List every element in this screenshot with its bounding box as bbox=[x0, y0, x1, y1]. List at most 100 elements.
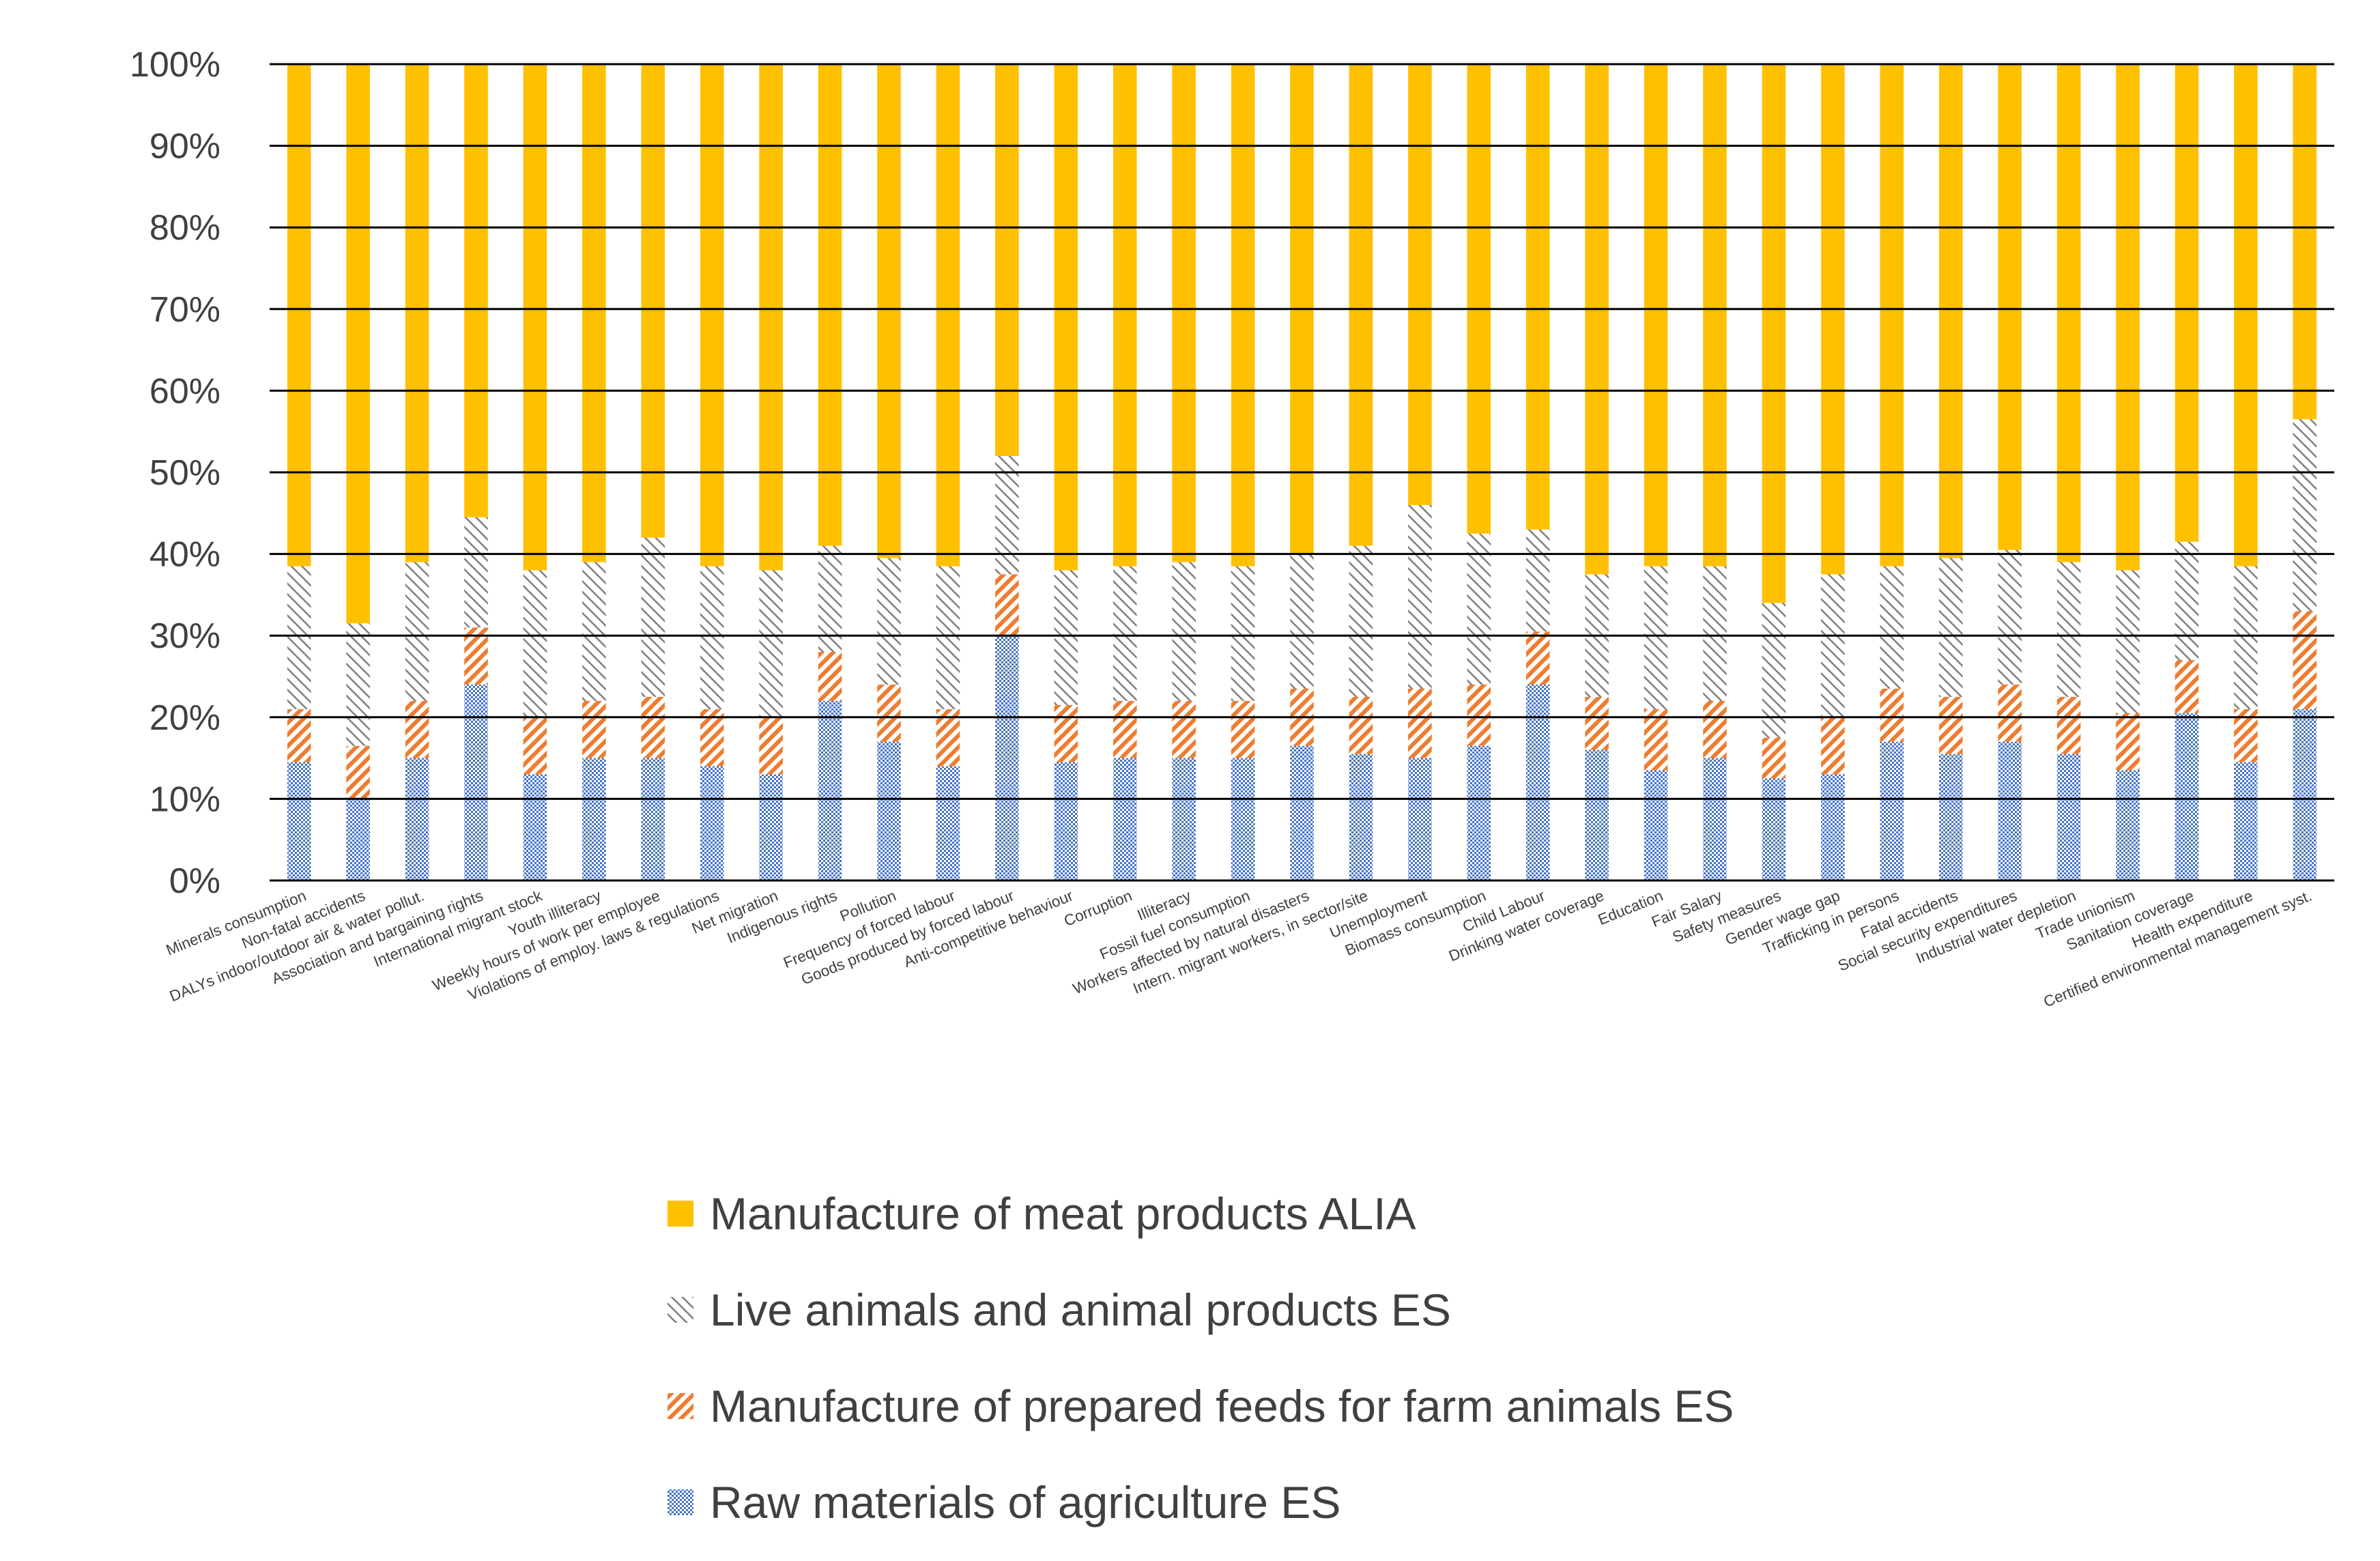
bar-segment-s1-c16 bbox=[1231, 700, 1255, 758]
y-tick-label: 100% bbox=[130, 45, 220, 85]
bar-segment-s1-c24 bbox=[1703, 700, 1727, 758]
bar-segment-s2-c23 bbox=[1644, 566, 1668, 709]
legend-label: Manufacture of prepared feeds for farm a… bbox=[710, 1381, 1734, 1431]
bar-segment-s3-c29 bbox=[1998, 64, 2022, 550]
bar-segment-s1-c3 bbox=[464, 627, 488, 685]
bar-segment-s2-c14 bbox=[1113, 566, 1137, 701]
y-axis: 0% 10% 20% 30% 40% 50% 60% 70% 80% 90% 100% bbox=[130, 45, 220, 901]
legend-swatch bbox=[668, 1297, 693, 1323]
bar-segment-s0-c5 bbox=[582, 758, 606, 880]
bar-segment-s2-c7 bbox=[700, 566, 724, 709]
bar-segment-s0-c8 bbox=[759, 774, 783, 880]
bar-segment-s0-c23 bbox=[1644, 770, 1668, 880]
bar-segment-s0-c11 bbox=[936, 766, 960, 880]
y-tick-label: 90% bbox=[149, 127, 220, 167]
bar-segment-s0-c28 bbox=[1938, 754, 1963, 880]
y-tick-label: 50% bbox=[149, 453, 220, 493]
bar-segment-s2-c6 bbox=[641, 537, 665, 697]
bar-segment-s3-c32 bbox=[2175, 64, 2199, 542]
bar-segment-s2-c3 bbox=[464, 517, 488, 628]
bar-segment-s3-c7 bbox=[700, 64, 724, 567]
bar-segment-s0-c27 bbox=[1880, 741, 1904, 880]
legend-label: Manufacture of meat products ALIA bbox=[710, 1188, 1416, 1239]
bar-segment-s0-c18 bbox=[1349, 754, 1373, 880]
bar-segment-s0-c9 bbox=[818, 700, 842, 880]
bar-segment-s3-c19 bbox=[1408, 64, 1432, 505]
bar-segment-s2-c9 bbox=[818, 545, 842, 653]
bar-segment-s1-c18 bbox=[1349, 696, 1373, 754]
bar-segment-s2-c15 bbox=[1172, 562, 1196, 701]
bar-segment-s0-c6 bbox=[641, 758, 665, 880]
bar-segment-s1-c7 bbox=[700, 708, 724, 767]
bar-segment-s3-c26 bbox=[1821, 64, 1845, 575]
gridlines bbox=[270, 63, 2334, 882]
bar-segment-s3-c3 bbox=[464, 64, 488, 517]
bar-segment-s3-c27 bbox=[1880, 64, 1904, 567]
bar-segment-s3-c9 bbox=[818, 64, 842, 546]
y-tick-label: 40% bbox=[149, 535, 220, 575]
bar-segment-s0-c15 bbox=[1172, 758, 1196, 880]
bar-segment-s2-c28 bbox=[1938, 558, 1963, 697]
legend-swatch bbox=[668, 1201, 693, 1227]
bar-segment-s1-c32 bbox=[2175, 660, 2199, 713]
bar-segment-s3-c8 bbox=[759, 64, 783, 571]
bar-segment-s2-c24 bbox=[1703, 566, 1727, 701]
bar-segment-s2-c0 bbox=[287, 566, 311, 709]
bar-segment-s2-c2 bbox=[405, 562, 429, 701]
bar-segment-s2-c31 bbox=[2116, 570, 2140, 713]
bar-segment-s3-c22 bbox=[1585, 64, 1609, 575]
bar-segment-s3-c20 bbox=[1467, 64, 1491, 534]
y-tick-label: 70% bbox=[149, 290, 220, 330]
bar-segment-s2-c17 bbox=[1290, 554, 1314, 689]
legend: Manufacture of meat products ALIA Live an… bbox=[668, 1188, 1734, 1528]
bar-segment-s2-c4 bbox=[523, 570, 547, 717]
bar-segment-s3-c4 bbox=[523, 64, 547, 571]
bar-segment-s0-c25 bbox=[1762, 778, 1786, 880]
bar-segment-s0-c16 bbox=[1231, 758, 1255, 880]
bar-segment-s0-c4 bbox=[523, 774, 547, 880]
bar-segment-s1-c21 bbox=[1525, 631, 1550, 685]
bar-segment-s0-c0 bbox=[287, 762, 311, 880]
bar-segment-s1-c10 bbox=[877, 684, 901, 742]
y-tick-label: 0% bbox=[169, 861, 220, 901]
bar-segment-s2-c1 bbox=[346, 623, 370, 746]
bar-segment-s0-c22 bbox=[1585, 749, 1609, 880]
bar-segment-s3-c33 bbox=[2234, 64, 2258, 567]
bar-segment-s0-c3 bbox=[464, 684, 488, 880]
x-tick-label: Corruption bbox=[1061, 887, 1134, 930]
legend-item: Manufacture of meat products ALIA bbox=[668, 1188, 1416, 1239]
bar-segment-s3-c11 bbox=[936, 64, 960, 567]
bar-segment-s1-c26 bbox=[1821, 717, 1845, 775]
bar-segment-s3-c10 bbox=[877, 64, 901, 558]
bar-segment-s3-c23 bbox=[1644, 64, 1668, 567]
bar-segment-s0-c30 bbox=[2056, 754, 2081, 880]
bar-segment-s2-c18 bbox=[1349, 545, 1373, 697]
bar-segment-s3-c1 bbox=[346, 64, 370, 624]
bar-segment-s1-c28 bbox=[1938, 696, 1963, 754]
bar-segment-s1-c29 bbox=[1998, 684, 2022, 742]
bar-segment-s1-c23 bbox=[1644, 708, 1668, 771]
bar-segment-s3-c14 bbox=[1113, 64, 1137, 567]
bar-segment-s0-c7 bbox=[700, 766, 724, 880]
bar-segment-s3-c24 bbox=[1703, 64, 1727, 567]
bar-segment-s1-c13 bbox=[1054, 704, 1078, 762]
bar-segment-s3-c34 bbox=[2293, 64, 2317, 420]
bar-segment-s0-c20 bbox=[1467, 745, 1491, 880]
bar-segment-s1-c30 bbox=[2056, 696, 2081, 754]
y-tick-label: 80% bbox=[149, 208, 220, 248]
bar-segment-s2-c34 bbox=[2293, 419, 2317, 612]
bar-segment-s0-c29 bbox=[1998, 741, 2022, 880]
bar-segment-s3-c15 bbox=[1172, 64, 1196, 562]
bar-segment-s2-c26 bbox=[1821, 574, 1845, 717]
bar-segment-s0-c12 bbox=[995, 635, 1019, 880]
bar-segment-s3-c30 bbox=[2056, 64, 2081, 562]
legend-item: Raw materials of agriculture ES bbox=[668, 1477, 1340, 1528]
bar-segment-s0-c19 bbox=[1408, 758, 1432, 880]
bar-segment-s3-c12 bbox=[995, 64, 1019, 457]
bar-segment-s1-c9 bbox=[818, 652, 842, 701]
bar-segment-s2-c8 bbox=[759, 570, 783, 717]
y-tick-label: 30% bbox=[149, 616, 220, 656]
bar-segment-s0-c21 bbox=[1525, 684, 1550, 880]
